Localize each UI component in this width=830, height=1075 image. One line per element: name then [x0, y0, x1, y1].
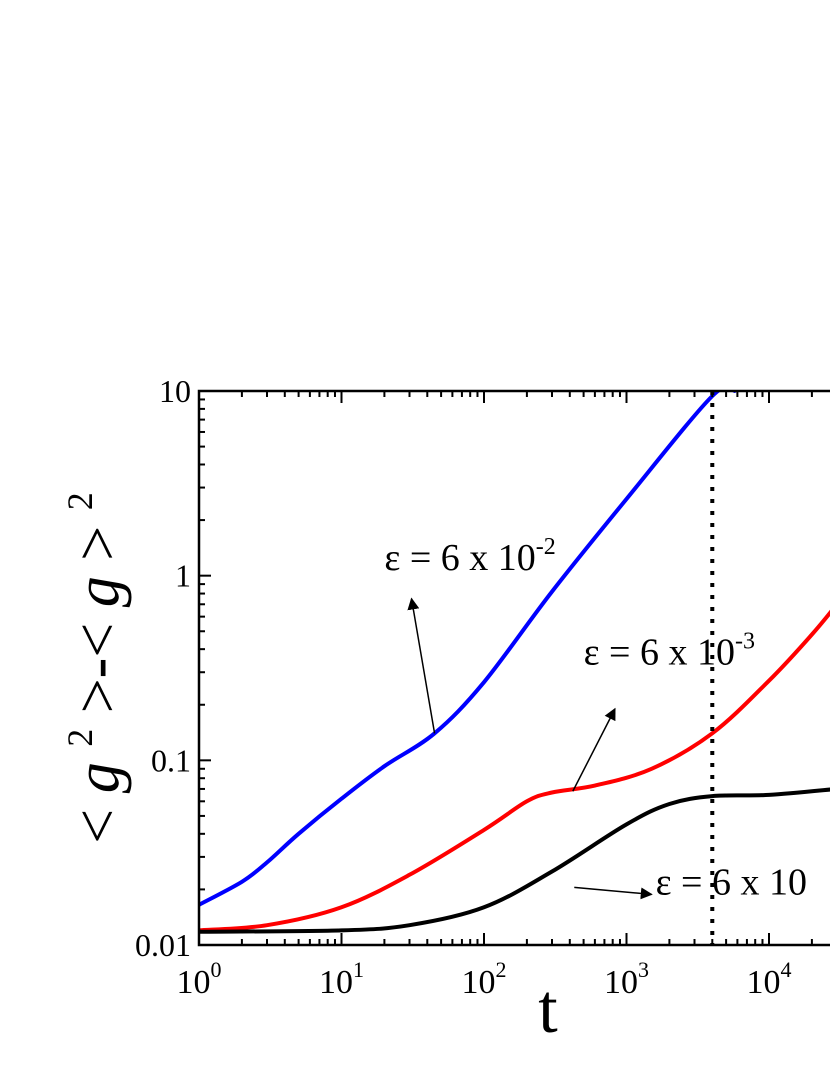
svg-text:< g 2 >-<: < g 2 >-< g > 2 — [38, 492, 132, 844]
annotation-arrow-3 — [574, 886, 653, 900]
series-line-2 — [199, 609, 830, 933]
x-tick-label: 103 — [604, 957, 649, 1001]
y-label-sup2: 2 — [60, 492, 100, 510]
y-label-g1: g — [64, 762, 132, 793]
y-tick-label: 0.1 — [151, 742, 191, 778]
y-label-open: < — [64, 809, 132, 844]
y-label-close: > — [64, 526, 132, 561]
annotation-label-3: ε = 6 x 10 — [656, 861, 807, 903]
y-axis-label: < g 2 >-< g > 2 — [38, 492, 132, 844]
y-tick-label: 1 — [175, 558, 191, 594]
series-line-3 — [199, 787, 830, 934]
plot-frame — [197, 389, 830, 947]
y-label-g2: g — [64, 576, 132, 607]
y-label-mid: >-< — [64, 623, 132, 714]
y-tick-label: 10 — [159, 373, 191, 409]
x-tick-label: 104 — [747, 957, 792, 1001]
annotation-label-1: ε = 6 x 10-2 — [384, 534, 555, 579]
x-axis-label: t — [538, 971, 558, 1048]
y-tick-label: 0.01 — [135, 927, 191, 963]
y-label-sup1: 2 — [60, 729, 100, 747]
annotation-label-2: ε = 6 x 10-3 — [584, 629, 755, 674]
x-tick-label: 102 — [462, 957, 507, 1001]
annotation-arrow-2 — [572, 707, 616, 792]
x-tick-label: 101 — [319, 957, 364, 1001]
x-tick-label: 100 — [177, 957, 222, 1001]
annotation-arrow-1 — [407, 597, 436, 734]
